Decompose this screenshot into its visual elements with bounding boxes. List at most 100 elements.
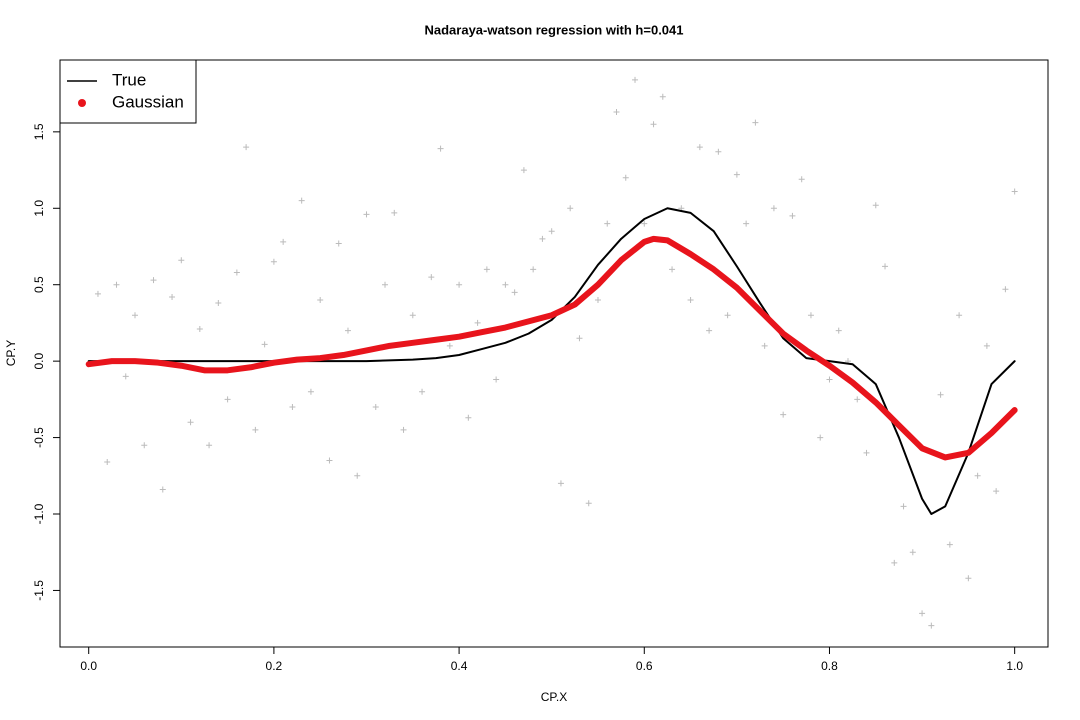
- data-point: [363, 211, 370, 218]
- y-tick-label: 1.0: [32, 200, 46, 217]
- data-point: [965, 575, 972, 582]
- data-point: [122, 373, 129, 380]
- data-point: [743, 220, 750, 227]
- data-point: [872, 202, 879, 209]
- data-point: [94, 290, 101, 297]
- data-point: [196, 326, 203, 333]
- data-point: [928, 622, 935, 629]
- x-axis-label: CP.X: [541, 690, 567, 704]
- data-point: [474, 319, 481, 326]
- data-point: [289, 404, 296, 411]
- data-point: [632, 76, 639, 83]
- data-point: [789, 212, 796, 219]
- series-line: [87, 207, 1016, 516]
- data-point: [169, 293, 176, 300]
- data-point: [1011, 188, 1018, 195]
- data-point: [270, 258, 277, 265]
- data-point: [141, 442, 148, 449]
- data-point: [882, 263, 889, 270]
- data-point: [132, 312, 139, 319]
- y-axis-label: CP.Y: [4, 340, 18, 366]
- y-tick-label: 0.5: [32, 276, 46, 293]
- data-point: [854, 396, 861, 403]
- data-point: [409, 312, 416, 319]
- data-point: [770, 205, 777, 212]
- data-point: [937, 391, 944, 398]
- data-point: [835, 327, 842, 334]
- data-point: [178, 257, 185, 264]
- data-point: [557, 480, 564, 487]
- data-point: [974, 472, 981, 479]
- series-line: [85, 235, 1018, 461]
- data-point: [326, 457, 333, 464]
- data-point: [946, 541, 953, 548]
- data-point: [594, 296, 601, 303]
- y-tick-label: -1.0: [32, 503, 46, 524]
- data-point: [502, 281, 509, 288]
- data-point: [548, 228, 555, 235]
- data-point: [159, 486, 166, 493]
- data-point: [483, 266, 490, 273]
- data-point: [335, 240, 342, 247]
- data-point: [539, 235, 546, 242]
- data-point: [733, 171, 740, 178]
- data-point: [752, 119, 759, 126]
- data-point: [104, 459, 111, 466]
- legend-label: Gaussian: [112, 92, 184, 111]
- data-point: [113, 281, 120, 288]
- data-point: [233, 269, 240, 276]
- data-point: [187, 419, 194, 426]
- data-point: [585, 500, 592, 507]
- data-point: [613, 108, 620, 115]
- data-point: [465, 414, 472, 421]
- x-tick-label: 0.0: [80, 659, 97, 673]
- data-point: [761, 342, 768, 349]
- data-point: [419, 388, 426, 395]
- data-point: [298, 197, 305, 204]
- data-point: [780, 411, 787, 418]
- data-point: [807, 312, 814, 319]
- data-point: [622, 174, 629, 181]
- data-point: [280, 238, 287, 245]
- data-point: [576, 335, 583, 342]
- x-tick-label: 1.0: [1006, 659, 1023, 673]
- data-point: [456, 281, 463, 288]
- data-point: [604, 220, 611, 227]
- y-tick-label: 1.5: [32, 123, 46, 140]
- data-point: [511, 289, 518, 296]
- data-point: [437, 145, 444, 152]
- data-point: [261, 341, 268, 348]
- data-point: [641, 220, 648, 227]
- data-point: [659, 93, 666, 100]
- data-point: [669, 266, 676, 273]
- data-point: [567, 205, 574, 212]
- data-point: [1002, 286, 1009, 293]
- data-point: [520, 167, 527, 174]
- data-point: [317, 296, 324, 303]
- data-point: [344, 327, 351, 334]
- legend-box: [59, 59, 197, 124]
- data-point: [715, 148, 722, 155]
- data-point: [993, 488, 1000, 495]
- data-point: [428, 274, 435, 281]
- data-point: [493, 376, 500, 383]
- data-point: [706, 327, 713, 334]
- data-point: [724, 312, 731, 319]
- data-point: [224, 396, 231, 403]
- y-tick-label: 0.0: [32, 352, 46, 369]
- data-point: [650, 121, 657, 128]
- data-point: [307, 388, 314, 395]
- legend-label: True: [112, 70, 146, 89]
- chart-title: Nadaraya-watson regression with h=0.041: [424, 22, 683, 37]
- x-tick-label: 0.2: [266, 659, 283, 673]
- data-point: [956, 312, 963, 319]
- data-point: [150, 277, 157, 284]
- data-point: [530, 266, 537, 273]
- y-tick-label: -1.5: [32, 580, 46, 601]
- data-point: [909, 549, 916, 556]
- data-point: [206, 442, 213, 449]
- x-tick-label: 0.4: [451, 659, 468, 673]
- data-point: [252, 426, 259, 433]
- data-point: [687, 296, 694, 303]
